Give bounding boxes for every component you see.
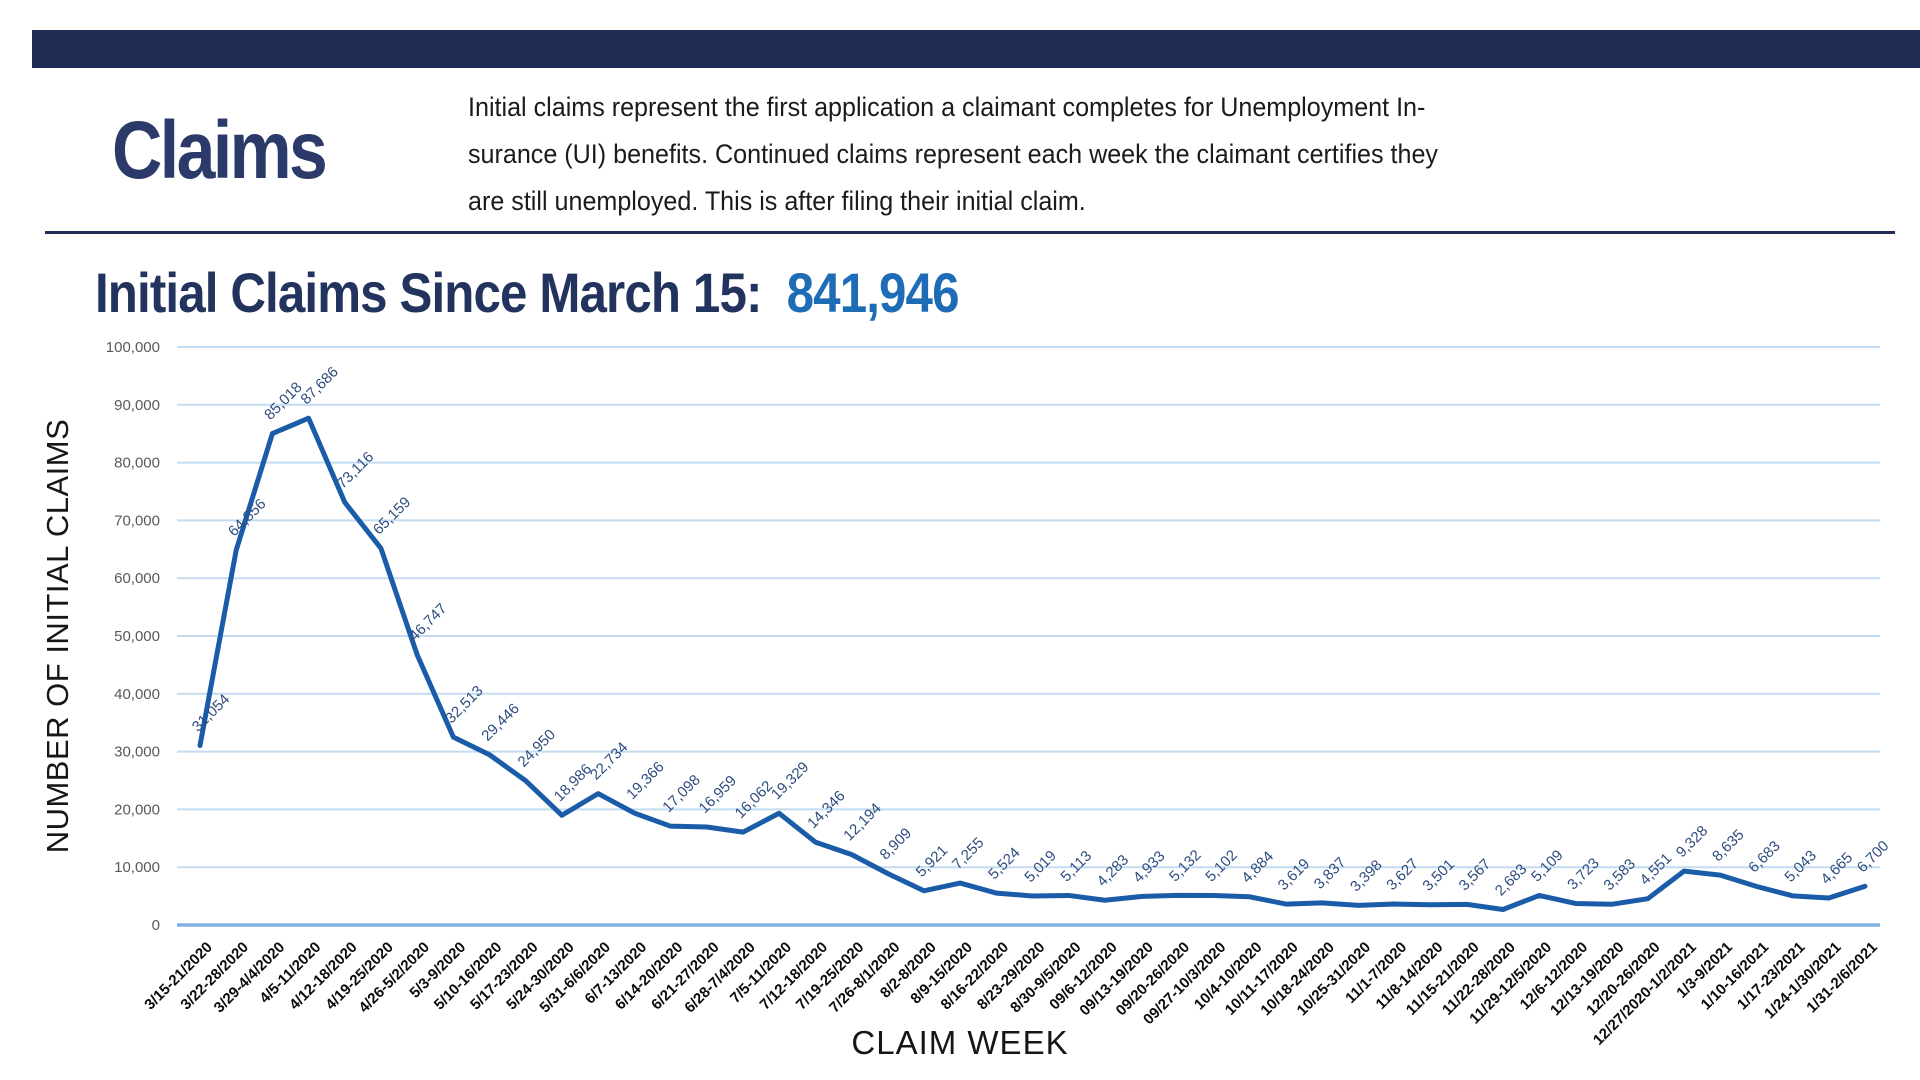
data-point-label: 5,102 <box>1202 847 1241 886</box>
data-point-label: 5,132 <box>1166 847 1205 886</box>
description-line: Initial claims represent the first appli… <box>468 92 1426 122</box>
data-point-label: 3,398 <box>1347 857 1386 896</box>
data-point-label: 29,446 <box>478 700 522 744</box>
data-point-label: 5,921 <box>913 842 952 881</box>
y-tick-label: 90,000 <box>114 397 160 414</box>
data-point-label: 19,329 <box>768 759 812 803</box>
data-point-label: 9,328 <box>1673 822 1712 861</box>
data-point-label: 3,627 <box>1383 855 1422 894</box>
chart-title: Initial Claims Since March 15: 841,946 <box>95 260 960 325</box>
data-point-label: 3,723 <box>1564 855 1603 894</box>
page-title: Claims <box>112 105 328 196</box>
y-tick-label: 10,000 <box>114 859 160 876</box>
data-point-label: 24,950 <box>515 726 559 770</box>
y-tick-label: 20,000 <box>114 801 160 818</box>
data-point-label: 5,524 <box>985 844 1024 883</box>
data-point-label: 64,856 <box>225 495 269 539</box>
x-axis-title: CLAIM WEEK <box>851 1024 1069 1061</box>
data-point-label: 12,194 <box>840 800 884 844</box>
chart-title-value: 841,946 <box>786 261 960 324</box>
data-point-label: 4,283 <box>1094 852 1133 891</box>
data-point-label: 65,159 <box>370 494 414 538</box>
data-point-label: 6,683 <box>1745 838 1784 877</box>
y-tick-label: 60,000 <box>114 570 160 587</box>
y-tick-label: 80,000 <box>114 455 160 472</box>
data-point-label: 3,567 <box>1456 856 1495 895</box>
data-point-label: 19,366 <box>623 758 667 802</box>
y-tick-label: 0 <box>152 917 160 934</box>
data-point-label: 5,109 <box>1528 847 1567 886</box>
data-point-label: 6,700 <box>1854 838 1893 877</box>
data-point-label: 8,635 <box>1709 826 1748 865</box>
header-divider <box>45 231 1895 234</box>
data-point-label: 85,018 <box>261 379 305 423</box>
description-line: are still unemployed. This is after fili… <box>468 186 1086 216</box>
data-point-label: 8,909 <box>877 825 916 864</box>
claims-series-line <box>197 415 1868 912</box>
data-point-label: 3,501 <box>1419 856 1458 895</box>
description-line: surance (UI) benefits. Continued claims … <box>468 139 1438 169</box>
y-tick-label: 70,000 <box>114 512 160 529</box>
data-point-label: 3,837 <box>1311 854 1350 893</box>
y-tick-label: 50,000 <box>114 628 160 645</box>
data-point-label: 4,665 <box>1818 849 1857 888</box>
data-point-label: 46,747 <box>406 600 450 644</box>
y-tick-label: 100,000 <box>106 339 160 356</box>
top-accent-bar <box>32 30 1920 68</box>
data-point-label: 22,734 <box>587 739 631 783</box>
y-tick-label: 40,000 <box>114 686 160 703</box>
data-point-label: 73,116 <box>334 449 378 493</box>
data-point-label: 87,686 <box>297 364 341 408</box>
data-point-label: 3,583 <box>1600 856 1639 895</box>
data-point-label: 3,619 <box>1275 855 1314 894</box>
claims-line-chart: 0 10,000 20,000 30,000 40,000 50,000 60,000 70,… <box>106 339 1893 1049</box>
page-description: Initial claims represent the first appli… <box>468 84 1438 225</box>
data-point-label: 32,513 <box>442 682 486 726</box>
y-tick-label: 30,000 <box>114 744 160 761</box>
chart-title-text: Initial Claims Since March 15: <box>95 261 762 324</box>
